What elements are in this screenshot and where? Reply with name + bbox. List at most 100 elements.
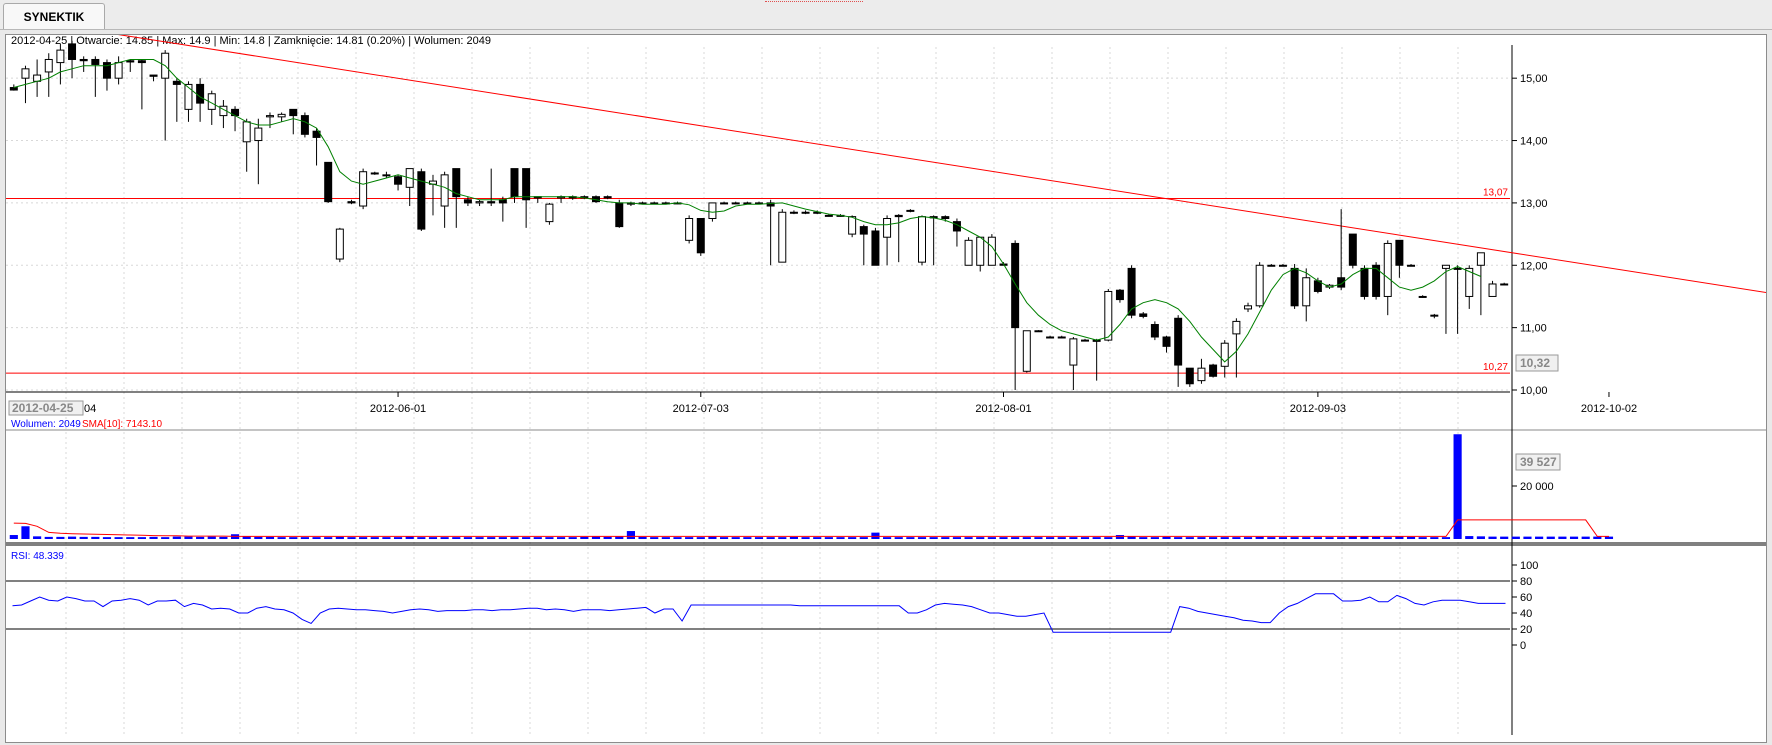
- volume-bar: [1581, 536, 1590, 539]
- candle-up: [545, 203, 554, 223]
- stock-chart[interactable]: 2012-04-25 | Otwarcie: 14.85 | Max: 14.9…: [6, 35, 1766, 742]
- volume-bar: [813, 537, 822, 539]
- candle-up: [382, 174, 391, 177]
- volume-bar: [312, 537, 321, 539]
- date-tick-label: 2012-06-01: [370, 403, 426, 415]
- volume-bar: [300, 537, 309, 539]
- volume-bar: [1057, 537, 1066, 539]
- volume-bar: [1255, 536, 1264, 539]
- volume-bar: [568, 537, 577, 539]
- candle-up: [1220, 342, 1229, 367]
- volume-bar: [824, 537, 833, 539]
- volume-bar: [1430, 537, 1439, 539]
- rsi-panel[interactable]: 0 20 40 60 80 100: [6, 560, 1538, 652]
- tab-bar: SYNEKTIK: [0, 0, 1772, 30]
- volume-bar: [428, 537, 438, 539]
- candle-down: [859, 226, 868, 235]
- volume-bar: [102, 537, 112, 539]
- volume-bar: [976, 537, 985, 539]
- candle-up: [685, 218, 694, 241]
- volume-bar: [638, 536, 647, 539]
- price-panel[interactable]: 13,07 10,27: [6, 35, 1766, 390]
- volume-bar: [917, 537, 927, 539]
- volume-bar: [67, 536, 77, 539]
- candle-down: [324, 161, 333, 203]
- candle-up: [708, 202, 717, 219]
- volume-bar: [207, 536, 216, 539]
- volume-bar: [463, 537, 472, 539]
- candle-up: [254, 127, 263, 142]
- volume-bar: [1080, 537, 1090, 539]
- volume-bar: [766, 537, 775, 539]
- rsi-tick-label: 80: [1520, 576, 1532, 588]
- volume-bar: [440, 537, 449, 539]
- volume-bar: [1465, 536, 1474, 539]
- candle-down: [1011, 242, 1020, 329]
- cursor-date-box: [8, 400, 84, 416]
- tab-synektik[interactable]: SYNEKTIK: [3, 3, 105, 29]
- volume-bar: [149, 536, 158, 539]
- volume-bar: [859, 537, 868, 539]
- volume-bar: [1523, 536, 1532, 539]
- volume-bar: [126, 537, 135, 539]
- candle-up: [731, 202, 740, 205]
- candle-up: [277, 113, 286, 118]
- volume-bar: [1220, 537, 1229, 539]
- candle-down: [1150, 324, 1159, 338]
- candle-up: [114, 62, 123, 79]
- volume-panel[interactable]: 20 000: [9, 434, 1614, 539]
- volume-bar: [556, 537, 566, 539]
- volume-bar: [1232, 537, 1241, 539]
- volume-bar: [44, 536, 53, 539]
- volume-sma-line: [13, 519, 1609, 537]
- candle-up: [1232, 320, 1241, 335]
- volume-bar: [685, 537, 694, 539]
- volume-bar: [33, 536, 42, 539]
- candle-down: [1127, 267, 1136, 316]
- candle-down: [871, 230, 880, 266]
- candle-up: [1267, 264, 1276, 267]
- volume-bar: [1593, 536, 1602, 539]
- volume-bar: [137, 537, 146, 539]
- volume-bar: [1069, 537, 1078, 539]
- volume-bar: [708, 536, 717, 539]
- candle-up: [1069, 338, 1078, 366]
- volume-bar: [1383, 537, 1392, 539]
- rsi-line: [12, 593, 1506, 633]
- volume-bar: [1092, 537, 1101, 539]
- volume-bar: [405, 536, 414, 539]
- volume-bar: [1500, 536, 1509, 539]
- volume-bar: [789, 536, 799, 539]
- volume-bar: [417, 537, 426, 539]
- volume-bar: [382, 537, 391, 539]
- candle-up: [44, 58, 53, 73]
- volume-bar: [393, 537, 403, 539]
- volume-bar: [370, 537, 379, 539]
- volume-bar: [1604, 536, 1614, 539]
- rsi-tick-label: 40: [1520, 608, 1532, 620]
- candle-down: [1185, 367, 1194, 385]
- cursor-volume-label: 39 527: [1520, 455, 1557, 469]
- volume-bar: [289, 537, 298, 539]
- candle-down: [137, 60, 146, 64]
- volume-bar: [1127, 536, 1136, 539]
- date-axis: 2012-06-01 2012-07-03 2012-08-01 2012-09-03…: [6, 391, 1637, 415]
- cursor-volume-box: [1515, 453, 1561, 471]
- candle-up: [883, 218, 892, 238]
- volume-tick-label: 20 000: [1520, 481, 1554, 493]
- volume-bar: [1569, 536, 1579, 539]
- candle-down: [91, 58, 100, 65]
- candle-down: [522, 168, 531, 201]
- price-tick-label: 12,00: [1520, 260, 1548, 272]
- price-tick-label: 15,00: [1520, 73, 1548, 85]
- candle-up: [1302, 277, 1311, 307]
- volume-bar: [731, 537, 740, 539]
- volume-bar: [1046, 537, 1055, 539]
- volume-bar: [1476, 536, 1485, 539]
- volume-bar: [952, 537, 962, 539]
- volume-bar: [778, 537, 787, 539]
- candle-up: [1255, 264, 1264, 307]
- volume-bar: [172, 536, 181, 539]
- volume-bar: [1150, 537, 1159, 539]
- candle-up: [440, 174, 449, 207]
